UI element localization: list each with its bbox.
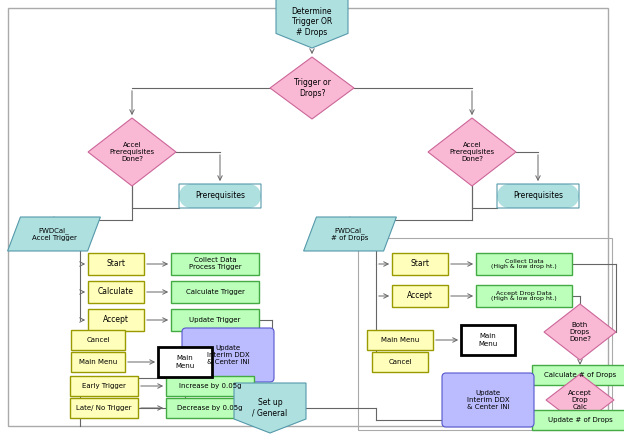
FancyBboxPatch shape	[372, 352, 428, 372]
FancyBboxPatch shape	[71, 352, 125, 372]
FancyBboxPatch shape	[461, 325, 515, 355]
Ellipse shape	[555, 184, 579, 208]
Ellipse shape	[237, 184, 261, 208]
FancyBboxPatch shape	[171, 253, 259, 275]
Text: Start: Start	[107, 260, 125, 269]
Polygon shape	[546, 374, 614, 426]
Text: FWDCal_
# of Drops: FWDCal_ # of Drops	[331, 227, 369, 241]
Text: Calculate Trigger: Calculate Trigger	[185, 289, 245, 295]
Text: Calculate: Calculate	[98, 287, 134, 296]
Text: Accel
Prerequisites
Done?: Accel Prerequisites Done?	[109, 142, 155, 162]
FancyBboxPatch shape	[171, 309, 259, 331]
FancyBboxPatch shape	[182, 328, 274, 382]
Text: Start: Start	[411, 260, 429, 269]
FancyBboxPatch shape	[70, 376, 138, 396]
Text: Early Trigger: Early Trigger	[82, 383, 126, 389]
FancyBboxPatch shape	[71, 330, 125, 350]
Polygon shape	[234, 383, 306, 433]
FancyBboxPatch shape	[476, 285, 572, 307]
Text: Increase by 0.05g: Increase by 0.05g	[178, 383, 241, 389]
FancyBboxPatch shape	[476, 253, 572, 275]
Text: Prerequisites: Prerequisites	[195, 191, 245, 201]
Text: Decrease by 0.05g: Decrease by 0.05g	[177, 405, 243, 411]
Text: Cancel: Cancel	[388, 359, 412, 365]
FancyBboxPatch shape	[88, 309, 144, 331]
Text: Update # of Drops: Update # of Drops	[548, 417, 612, 423]
Text: Prerequisites: Prerequisites	[513, 191, 563, 201]
Polygon shape	[544, 304, 616, 360]
Text: Accept: Accept	[103, 316, 129, 325]
FancyBboxPatch shape	[392, 285, 448, 307]
FancyBboxPatch shape	[88, 281, 144, 303]
Text: Cancel: Cancel	[86, 337, 110, 343]
FancyBboxPatch shape	[509, 184, 567, 208]
FancyBboxPatch shape	[166, 398, 254, 418]
Ellipse shape	[179, 184, 203, 208]
FancyBboxPatch shape	[166, 376, 254, 396]
Polygon shape	[7, 217, 100, 251]
FancyBboxPatch shape	[70, 398, 138, 418]
FancyBboxPatch shape	[88, 253, 144, 275]
Text: Main
Menu: Main Menu	[175, 355, 195, 368]
Text: Accept: Accept	[407, 292, 433, 300]
FancyBboxPatch shape	[532, 410, 624, 430]
Polygon shape	[88, 118, 176, 186]
Text: FWDCal_
Accel Trigger: FWDCal_ Accel Trigger	[32, 227, 76, 241]
FancyBboxPatch shape	[171, 281, 259, 303]
FancyBboxPatch shape	[392, 253, 448, 275]
FancyBboxPatch shape	[532, 365, 624, 385]
Ellipse shape	[497, 184, 521, 208]
Text: Determine
Trigger OR
# Drops: Determine Trigger OR # Drops	[292, 7, 332, 37]
Text: Main
Menu: Main Menu	[479, 333, 497, 346]
Polygon shape	[428, 118, 516, 186]
Text: Accept
Drop
Calc: Accept Drop Calc	[568, 390, 592, 410]
Polygon shape	[304, 217, 396, 251]
Polygon shape	[276, 0, 348, 48]
FancyBboxPatch shape	[158, 347, 212, 377]
FancyBboxPatch shape	[367, 330, 433, 350]
Text: Update
Interim DDX
& Center INI: Update Interim DDX & Center INI	[207, 345, 250, 365]
Text: Main Menu: Main Menu	[79, 359, 117, 365]
Text: Main Menu: Main Menu	[381, 337, 419, 343]
Text: Collect Data
Process Trigger: Collect Data Process Trigger	[188, 257, 241, 270]
Text: Trigger or
Drops?: Trigger or Drops?	[293, 78, 331, 98]
Text: Both
Drops
Done?: Both Drops Done?	[569, 322, 591, 342]
Text: Update Trigger: Update Trigger	[189, 317, 241, 323]
FancyBboxPatch shape	[191, 184, 249, 208]
FancyBboxPatch shape	[442, 373, 534, 427]
Text: Calculate # of Drops: Calculate # of Drops	[544, 372, 616, 378]
Text: Accel
Prerequisites
Done?: Accel Prerequisites Done?	[449, 142, 495, 162]
Polygon shape	[270, 57, 354, 119]
Text: Set up
/ General: Set up / General	[252, 398, 288, 418]
Text: Late/ No Trigger: Late/ No Trigger	[76, 405, 132, 411]
Text: Update
Interim DDX
& Center INI: Update Interim DDX & Center INI	[467, 390, 509, 410]
Text: Collect Data
(High & low drop ht.): Collect Data (High & low drop ht.)	[491, 259, 557, 270]
Text: Accept Drop Data
(High & low drop ht.): Accept Drop Data (High & low drop ht.)	[491, 291, 557, 301]
